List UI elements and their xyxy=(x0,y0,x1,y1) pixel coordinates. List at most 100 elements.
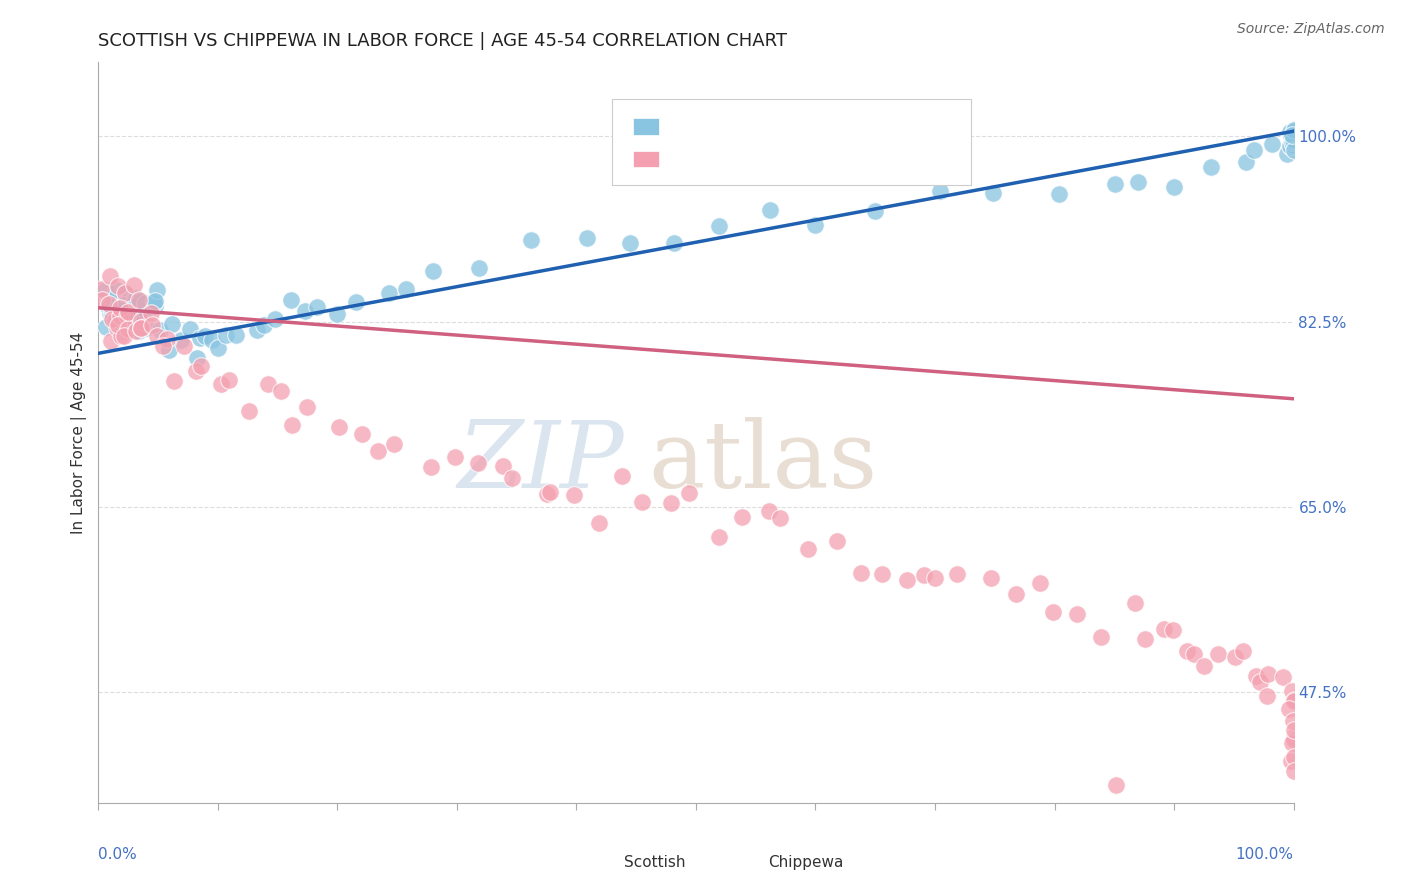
Point xyxy=(107,320,129,334)
Point xyxy=(1279,125,1302,139)
Point xyxy=(152,339,174,353)
Point xyxy=(215,328,238,343)
Point xyxy=(117,321,139,335)
Point xyxy=(1279,754,1302,768)
Point xyxy=(1234,155,1257,169)
Point xyxy=(575,230,598,244)
FancyBboxPatch shape xyxy=(613,99,972,185)
Point xyxy=(98,299,121,313)
Point xyxy=(562,488,585,502)
Point xyxy=(769,511,792,525)
Point xyxy=(983,186,1005,200)
Point xyxy=(105,321,128,335)
Point xyxy=(1244,669,1267,683)
Point xyxy=(1004,587,1026,601)
Point xyxy=(1199,160,1222,174)
Point xyxy=(143,293,166,308)
Point xyxy=(1153,622,1175,636)
Point xyxy=(468,260,491,275)
Point xyxy=(184,364,207,378)
Text: 0.0%: 0.0% xyxy=(98,847,138,863)
Point xyxy=(134,303,156,318)
Point xyxy=(246,323,269,337)
Point xyxy=(912,568,935,582)
Point xyxy=(103,293,125,308)
Point xyxy=(170,333,193,347)
Point xyxy=(253,318,276,333)
Point xyxy=(186,351,208,365)
FancyBboxPatch shape xyxy=(633,119,659,135)
Point xyxy=(612,468,634,483)
Point xyxy=(538,485,561,500)
Point xyxy=(344,294,367,309)
Point xyxy=(945,567,967,582)
Point xyxy=(328,420,350,434)
Point xyxy=(118,293,141,307)
Point xyxy=(110,329,132,343)
Point xyxy=(225,327,247,342)
Point xyxy=(536,487,558,501)
Point xyxy=(1282,134,1305,148)
Point xyxy=(114,285,136,300)
Point xyxy=(112,328,135,343)
Point xyxy=(190,359,212,374)
Point xyxy=(1281,128,1303,143)
Point xyxy=(1256,689,1278,703)
Point xyxy=(281,417,304,432)
Point xyxy=(863,203,886,218)
Point xyxy=(100,334,122,348)
Point xyxy=(146,329,169,343)
Point xyxy=(1282,143,1305,157)
Point xyxy=(107,309,129,323)
Point xyxy=(114,302,136,317)
Point xyxy=(107,318,129,332)
Point xyxy=(1282,123,1305,137)
Point xyxy=(111,299,134,313)
Point xyxy=(91,293,114,308)
Point xyxy=(129,321,152,335)
Point xyxy=(1249,675,1271,690)
Point xyxy=(896,573,918,587)
Point xyxy=(110,301,132,315)
Point xyxy=(90,282,112,296)
Point xyxy=(1028,575,1050,590)
Point xyxy=(128,325,150,339)
Point xyxy=(104,314,127,328)
Point xyxy=(1271,670,1294,684)
Text: Scottish: Scottish xyxy=(624,855,686,870)
Point xyxy=(163,374,186,388)
Point xyxy=(350,427,373,442)
Point xyxy=(870,566,893,581)
Point xyxy=(1163,180,1185,194)
Point xyxy=(280,293,302,308)
Point xyxy=(707,219,730,234)
Point xyxy=(264,312,287,326)
Point xyxy=(98,306,121,320)
Point xyxy=(1126,175,1149,189)
Text: 100.0%: 100.0% xyxy=(1236,847,1294,863)
Point xyxy=(295,400,318,414)
Text: Source: ZipAtlas.com: Source: ZipAtlas.com xyxy=(1237,22,1385,37)
Point xyxy=(125,312,148,326)
Point xyxy=(209,377,232,392)
Point xyxy=(1278,702,1301,716)
Y-axis label: In Labor Force | Age 45-54: In Labor Force | Age 45-54 xyxy=(72,332,87,533)
Point xyxy=(135,321,157,335)
Point xyxy=(1105,778,1128,792)
Point xyxy=(630,495,652,509)
Point xyxy=(1175,644,1198,658)
Point xyxy=(117,305,139,319)
Text: Chippewa: Chippewa xyxy=(768,855,844,870)
Point xyxy=(122,313,145,327)
Point xyxy=(94,283,117,297)
Point xyxy=(659,496,682,510)
Point xyxy=(1282,730,1305,744)
Point xyxy=(662,235,685,250)
Point xyxy=(207,341,229,355)
Point xyxy=(1282,749,1305,764)
Point xyxy=(141,306,163,320)
Point xyxy=(1243,143,1265,157)
Point xyxy=(115,309,138,323)
Point xyxy=(98,268,121,283)
Point xyxy=(1066,607,1088,622)
